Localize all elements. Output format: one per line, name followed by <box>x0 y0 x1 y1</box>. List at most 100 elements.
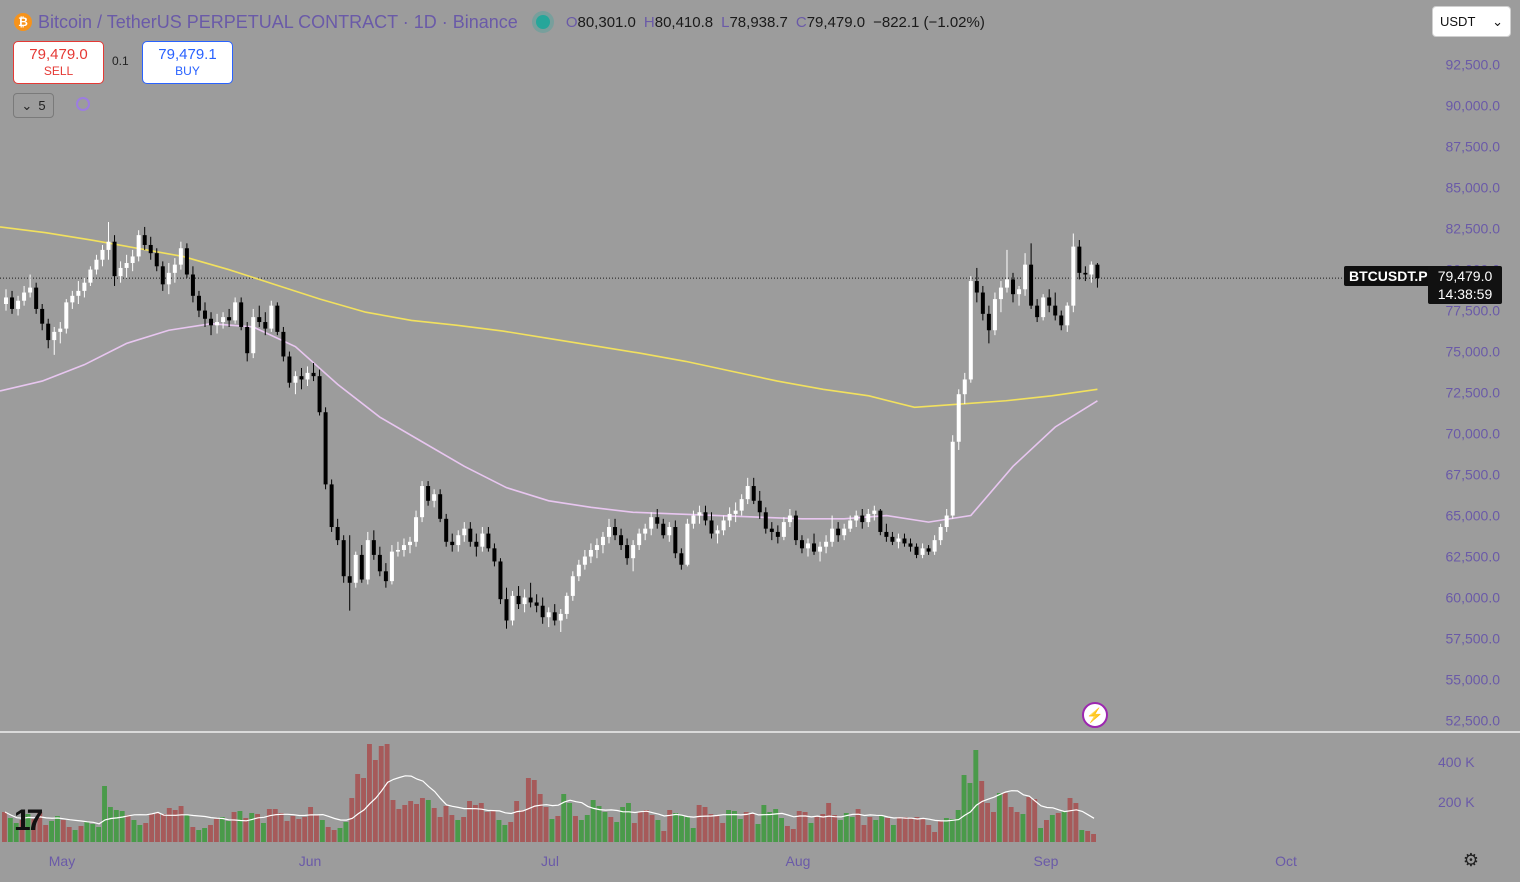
gear-icon[interactable]: ⚙ <box>1462 849 1480 870</box>
volume-bar <box>261 823 266 842</box>
sell-button[interactable]: 79,479.0 SELL <box>13 41 104 84</box>
candle-body <box>534 602 539 606</box>
candle <box>643 523 648 541</box>
candle <box>799 535 804 554</box>
buy-label: BUY <box>175 63 200 78</box>
candle-body <box>118 267 123 277</box>
volume-bar <box>549 819 555 842</box>
lightning-icon[interactable]: ⚡ <box>1082 702 1108 728</box>
candle-body <box>607 527 611 537</box>
candle-body <box>1077 246 1082 273</box>
candle <box>317 369 322 416</box>
volume-bar <box>1020 814 1026 842</box>
volume-bar <box>472 805 478 842</box>
candle-body <box>323 412 328 485</box>
candle-body <box>691 515 696 524</box>
chevron-down-icon: ⌄ <box>21 97 33 113</box>
candle-body <box>703 512 708 521</box>
volume-bar <box>414 804 419 842</box>
tradingview-logo-icon[interactable]: 17 <box>14 804 43 837</box>
candle <box>492 543 497 567</box>
candle-body <box>890 536 895 542</box>
candle <box>420 481 425 523</box>
y-tick-label: 55,000.0 <box>1446 672 1501 688</box>
candle <box>920 543 925 559</box>
volume-bar <box>696 805 702 842</box>
candle-body <box>902 538 907 544</box>
indicators-toggle-button[interactable]: ⌄ 5 <box>13 93 54 118</box>
candle-body <box>462 528 467 536</box>
candle-body <box>757 500 762 513</box>
currency-select[interactable]: USDT ⌄ <box>1432 6 1511 37</box>
candle <box>172 258 177 283</box>
candle-body <box>516 595 521 605</box>
candle <box>866 508 871 528</box>
candle <box>504 587 509 629</box>
candle-body <box>655 517 660 524</box>
volume-bar <box>720 823 726 842</box>
candle-body <box>631 545 636 559</box>
ohlc-low: L78,938.7 <box>721 13 788 31</box>
candle-body <box>721 520 726 531</box>
volume-bar <box>855 809 861 842</box>
candle-body <box>920 548 925 555</box>
moving-average-long <box>0 226 1098 409</box>
candle <box>136 230 141 262</box>
candle-body <box>420 486 425 518</box>
candle-body <box>673 527 678 554</box>
volume-bar <box>449 815 455 842</box>
candle <box>275 302 280 336</box>
buy-button[interactable]: 79,479.1 BUY <box>142 41 233 84</box>
candle <box>962 372 967 405</box>
volume-bar <box>837 820 843 842</box>
candle <box>986 305 991 344</box>
candle <box>522 589 527 613</box>
volume-bar <box>49 821 54 842</box>
volume-bar <box>461 817 467 842</box>
indicators-count: 5 <box>38 98 46 113</box>
candle-body <box>474 541 479 547</box>
volume-bar <box>955 810 961 842</box>
volume-bar <box>408 801 414 842</box>
candle-body <box>872 510 877 514</box>
candle <box>715 525 720 544</box>
candle-body <box>697 512 702 516</box>
ohlc-high: H80,410.8 <box>643 13 714 31</box>
candle <box>655 508 660 529</box>
candle <box>16 295 21 316</box>
volume-bar <box>1049 815 1055 842</box>
volume-bar <box>573 816 578 842</box>
candle <box>516 586 521 610</box>
candle <box>52 326 57 355</box>
volume-bar <box>755 824 761 842</box>
symbol-title[interactable]: Bitcoin / TetherUS PERPETUAL CONTRACT · … <box>38 11 518 32</box>
volume-bar <box>155 813 160 842</box>
candle <box>1017 285 1022 306</box>
candle-body <box>112 241 117 277</box>
volume-bar <box>19 820 25 842</box>
candle-body <box>926 548 931 552</box>
candle-body <box>1035 305 1040 318</box>
bitcoin-icon: ₿ <box>14 13 32 31</box>
candle-body <box>52 331 57 341</box>
candle <box>1089 261 1094 283</box>
candle-body <box>444 518 449 542</box>
y-tick-label: 92,500.0 <box>1446 57 1501 73</box>
volume-bar <box>131 820 137 842</box>
candle <box>215 313 220 334</box>
volume-bar <box>938 821 943 842</box>
candle-body <box>619 535 624 546</box>
volume-bar <box>1032 799 1038 842</box>
candle-body <box>299 376 304 380</box>
candle-body <box>727 513 732 521</box>
volume-bar <box>296 819 302 842</box>
candle-body <box>944 515 949 528</box>
candle-body <box>733 510 738 514</box>
volume-bar <box>655 820 661 842</box>
candle-body <box>860 515 865 523</box>
indicator-visibility-icon[interactable] <box>76 97 90 111</box>
volume-bar <box>902 817 908 842</box>
candle <box>980 285 985 321</box>
